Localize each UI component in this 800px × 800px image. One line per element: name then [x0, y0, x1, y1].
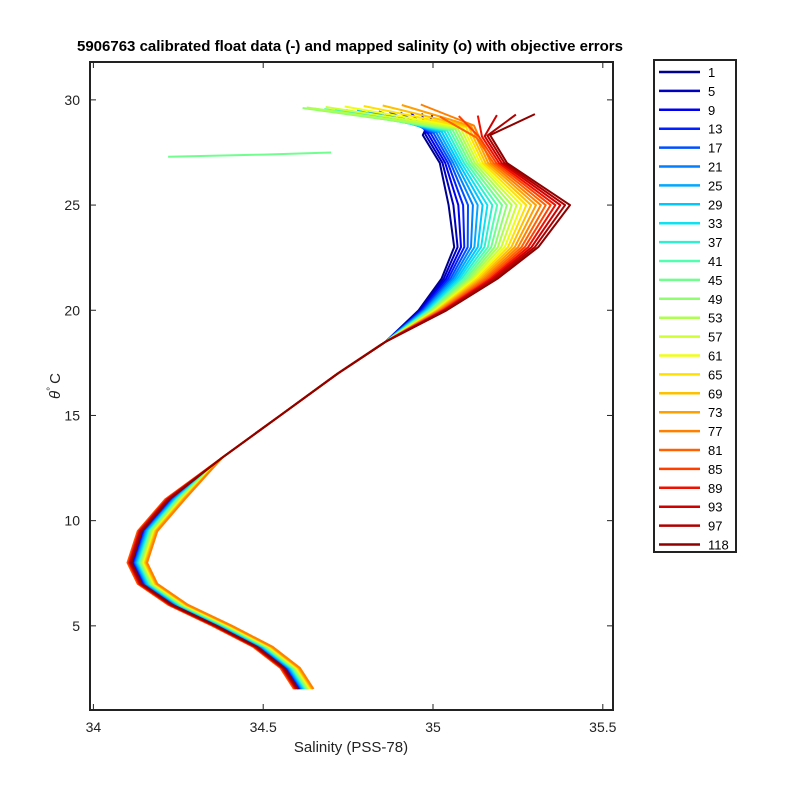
- legend-label-41: 41: [708, 254, 722, 269]
- profile-line-118: [130, 113, 571, 690]
- legend-label-49: 49: [708, 292, 722, 307]
- profile-line-49: [140, 107, 508, 690]
- profile-line-69: [144, 104, 533, 690]
- legend-label-13: 13: [708, 122, 722, 137]
- legend-label-37: 37: [708, 235, 722, 250]
- profile-line-29: [136, 109, 484, 690]
- legend-label-89: 89: [708, 481, 722, 496]
- legend-label-77: 77: [708, 424, 722, 439]
- x-tick-label: 35.5: [589, 719, 616, 735]
- legend-label-93: 93: [708, 500, 722, 515]
- profile-line-57: [142, 106, 518, 690]
- y-axis-label-unit: C: [47, 373, 64, 384]
- legend-label-69: 69: [708, 386, 722, 401]
- legend-label-33: 33: [708, 216, 722, 231]
- legend-label-118: 118: [708, 538, 729, 553]
- legend-label-73: 73: [708, 405, 722, 420]
- legend-label-17: 17: [708, 141, 722, 156]
- legend-box: [653, 59, 737, 553]
- profile-line-25: [135, 110, 479, 690]
- x-axis-label: Salinity (PSS-78): [294, 739, 408, 756]
- legend-label-97: 97: [708, 519, 722, 534]
- legend-label-25: 25: [708, 178, 722, 193]
- profile-line-21: [134, 110, 474, 690]
- profile-line-37: [138, 108, 494, 690]
- legend-label-85: 85: [708, 462, 722, 477]
- y-tick-label: 15: [64, 407, 80, 423]
- legend-label-65: 65: [708, 367, 722, 382]
- legend-label-57: 57: [708, 330, 722, 345]
- profile-line-65: [143, 105, 528, 690]
- y-axis-label-degree: °: [46, 387, 57, 391]
- legend-items: 1 5 9 13 17 21 25 29 33 37 41 45 49 53 57 61 65 69 73 77 81 8…: [659, 65, 729, 553]
- profile-line-77: [146, 103, 542, 690]
- profile-line-85: [127, 115, 552, 690]
- plot-frame: [89, 61, 614, 711]
- chart-title: 5906763 calibrated float data (-) and ma…: [77, 38, 623, 55]
- legend-label-9: 9: [708, 103, 715, 118]
- x-axis: 34 34.5 35 35.5: [86, 62, 617, 735]
- x-tick-label: 34.5: [250, 719, 277, 735]
- legend-label-21: 21: [708, 160, 722, 175]
- y-tick-label: 20: [64, 302, 80, 318]
- y-axis-label-symbol: θ: [47, 391, 64, 399]
- y-tick-label: 30: [64, 92, 80, 108]
- y-tick-label: 10: [64, 513, 80, 529]
- svg-text:θ°C: θ° C: [46, 373, 64, 399]
- y-axis-label: θ° C: [46, 373, 64, 399]
- profile-line-93: [129, 114, 562, 690]
- y-tick-label: 25: [64, 197, 80, 213]
- y-tick-label: 5: [72, 618, 80, 634]
- profile-line-81: [126, 115, 547, 690]
- legend-label-1: 1: [708, 65, 715, 80]
- profile-line-89: [128, 115, 557, 690]
- legend-label-29: 29: [708, 197, 722, 212]
- profile-line-97: [129, 113, 567, 690]
- profile-line-33: [137, 109, 489, 690]
- legend-label-45: 45: [708, 273, 722, 288]
- legend-label-5: 5: [708, 84, 715, 99]
- legend-label-81: 81: [708, 443, 722, 458]
- x-tick-label: 34: [86, 719, 102, 735]
- plot-area: [126, 103, 571, 690]
- profile-line-45: [139, 107, 503, 690]
- outlier-profile-line: [168, 151, 332, 158]
- profile-line-73: [145, 104, 537, 690]
- legend-label-61: 61: [708, 349, 722, 364]
- profile-line-61: [142, 105, 523, 690]
- x-tick-label: 35: [425, 719, 441, 735]
- profile-line-41: [138, 108, 499, 690]
- legend-label-53: 53: [708, 311, 722, 326]
- profile-line-53: [141, 106, 513, 690]
- legend: 1 5 9 13 17 21 25 29 33 37 41 45 49 53 57 61 65 69 73 77 81 8…: [653, 59, 737, 553]
- y-axis: 5 10 15 20 25 30: [64, 92, 613, 634]
